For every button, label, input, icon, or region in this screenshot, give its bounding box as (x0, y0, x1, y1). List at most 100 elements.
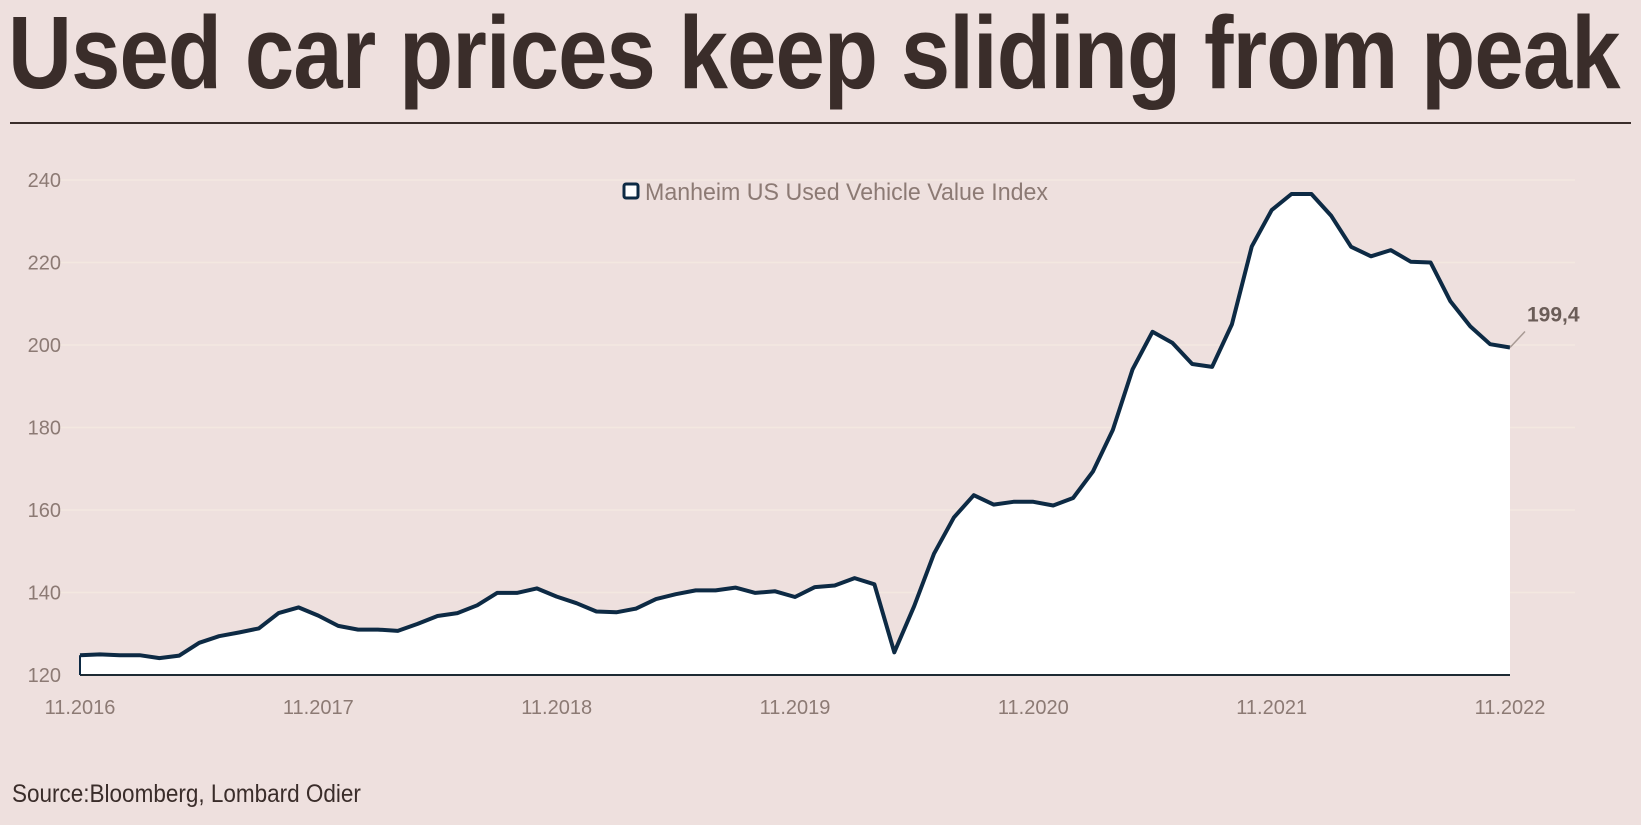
data-point (1309, 192, 1313, 196)
data-point (753, 591, 757, 595)
data-point (992, 503, 996, 507)
data-point (138, 653, 142, 657)
data-point (1488, 342, 1492, 346)
y-tick-label: 160 (28, 500, 61, 522)
data-point (1071, 496, 1075, 500)
data-point (98, 652, 102, 656)
data-point (1091, 470, 1095, 474)
data-point (535, 586, 539, 590)
data-point (674, 592, 678, 596)
data-point (972, 493, 976, 497)
data-point (515, 591, 519, 595)
data-point (356, 628, 360, 632)
data-point (1349, 245, 1353, 249)
data-point (1111, 428, 1115, 432)
data-point (634, 607, 638, 611)
data-point (1369, 254, 1373, 258)
data-point (157, 656, 161, 660)
data-point (1131, 367, 1135, 371)
y-tick-label: 180 (28, 418, 61, 440)
data-point (197, 641, 201, 645)
data-point (694, 588, 698, 592)
x-tick-label: 11.2019 (760, 697, 831, 719)
data-point (1031, 500, 1035, 504)
legend-label: Manheim US Used Vehicle Value Index (645, 179, 1048, 206)
data-point (376, 628, 380, 632)
source-note: Source:Bloomberg, Lombard Odier (12, 780, 361, 808)
y-tick-label: 200 (28, 335, 61, 357)
chart-title: Used car prices keep sliding from peak (8, 0, 1621, 110)
data-point (78, 653, 82, 657)
data-point (1051, 504, 1055, 508)
data-point (1429, 261, 1433, 265)
series-line (79, 192, 1511, 661)
data-point (1230, 322, 1234, 326)
data-point (1448, 299, 1452, 303)
y-tick-label: 220 (28, 253, 61, 275)
y-tick-label: 140 (28, 583, 61, 605)
x-tick-label: 11.2020 (998, 697, 1069, 719)
data-point (952, 515, 956, 519)
data-point (1190, 362, 1194, 366)
data-point (1409, 260, 1413, 264)
x-tick-label: 11.2022 (1475, 697, 1546, 719)
data-point (813, 585, 817, 589)
data-point (1151, 330, 1155, 334)
data-point (1250, 244, 1254, 248)
data-point (237, 631, 241, 635)
data-point (1170, 341, 1174, 345)
data-point (436, 614, 440, 618)
data-point (594, 610, 598, 614)
series-area-fill (80, 194, 1510, 675)
data-point (336, 624, 340, 628)
data-point (872, 582, 876, 586)
data-point (297, 605, 301, 609)
last-value-annotation: 199,4 (1509, 303, 1580, 348)
data-point (773, 589, 777, 593)
data-point (1329, 214, 1333, 218)
data-point (1290, 192, 1294, 196)
data-point (177, 654, 181, 658)
data-point (575, 601, 579, 605)
annotation-leader-line (1509, 330, 1526, 348)
data-point (614, 610, 618, 614)
title-divider (10, 122, 1631, 124)
y-axis-ticks: 120 140 160 180 200 220 240 (28, 170, 61, 687)
data-point (892, 650, 896, 654)
data-point (396, 629, 400, 633)
data-point (853, 576, 857, 580)
data-point (1210, 365, 1214, 369)
data-point (912, 604, 916, 608)
series-points (78, 192, 1492, 675)
x-tick-label: 11.2017 (283, 697, 354, 719)
data-point (833, 584, 837, 588)
legend-swatch-icon (622, 182, 640, 200)
data-point (1468, 324, 1472, 328)
data-point (217, 634, 221, 638)
data-point (654, 597, 658, 601)
data-point (1270, 208, 1274, 212)
data-point (793, 595, 797, 599)
data-point (555, 595, 559, 599)
data-point (277, 611, 281, 615)
y-tick-label: 240 (28, 170, 61, 192)
x-tick-label: 11.2018 (521, 697, 592, 719)
data-point (316, 614, 320, 618)
data-point (714, 588, 718, 592)
y-tick-label: 120 (28, 665, 61, 687)
data-point (475, 603, 479, 607)
data-point (257, 626, 261, 630)
data-point (455, 611, 459, 615)
data-point (932, 552, 936, 556)
legend: Manheim US Used Vehicle Value Index (622, 179, 1048, 206)
data-point (733, 586, 737, 590)
x-tick-label: 11.2016 (45, 697, 116, 719)
x-axis-ticks: 11.2016 11.2017 11.2018 11.2019 11.2020 11.20… (45, 697, 1546, 719)
annotation-label: 199,4 (1527, 303, 1580, 326)
data-point (416, 622, 420, 626)
x-tick-label: 11.2021 (1236, 697, 1307, 719)
data-point (495, 591, 499, 595)
data-point (118, 653, 122, 657)
data-point (1389, 248, 1393, 252)
